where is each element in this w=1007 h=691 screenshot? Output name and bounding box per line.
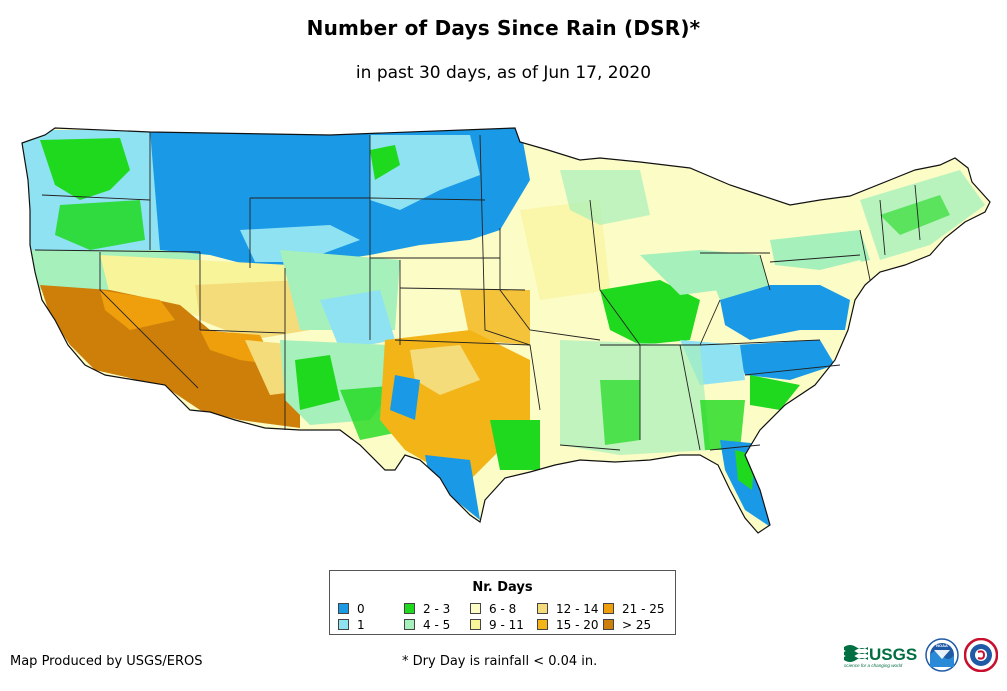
legend-item-5: 9 - 11	[470, 619, 524, 632]
us-outline	[21, 127, 991, 534]
legend-label: 6 - 8	[489, 602, 517, 616]
usgs-tagline: science for a changing world	[844, 663, 903, 668]
noaa-logo-text: NOAA	[936, 643, 948, 648]
legend-swatch	[603, 603, 614, 614]
legend-item-8: 21 - 25	[603, 603, 665, 616]
legend-swatch	[470, 603, 481, 614]
legend-label: 0	[357, 602, 365, 616]
legend-swatch	[338, 619, 349, 630]
legend-swatch	[537, 603, 548, 614]
usgs-logo-text: USGS	[869, 645, 917, 664]
legend-item-3: 4 - 5	[404, 619, 450, 632]
legend: Nr. Days 0 1 2 - 3 4 - 5 6 - 8 9 - 11 12…	[329, 570, 676, 635]
legend-item-6: 12 - 14	[537, 603, 599, 616]
legend-label: 1	[357, 618, 365, 632]
legend-item-9: > 25	[603, 619, 651, 632]
legend-title: Nr. Days	[472, 580, 533, 595]
legend-label: > 25	[622, 618, 652, 632]
legend-swatch	[470, 619, 481, 630]
legend-label: 15 - 20	[556, 618, 599, 632]
map-credit: Map Produced by USGS/EROS	[10, 654, 203, 669]
legend-label: 2 - 3	[423, 602, 451, 616]
usgs-logo: USGS science for a changing world	[844, 645, 917, 668]
map-subtitle: in past 30 days, as of Jun 17, 2020	[355, 63, 652, 83]
map-title: Number of Days Since Rain (DSR)*	[306, 16, 701, 40]
noaa-logo: NOAA	[925, 638, 959, 672]
legend-label: 12 - 14	[556, 602, 599, 616]
legend-swatch	[338, 603, 349, 614]
legend-item-4: 6 - 8	[470, 603, 516, 616]
legend-label: 4 - 5	[423, 618, 451, 632]
us-dsr-map	[21, 127, 991, 534]
legend-item-7: 15 - 20	[537, 619, 599, 632]
state-boundaries	[34, 132, 921, 451]
legend-swatch	[404, 603, 415, 614]
legend-item-1: 1	[338, 619, 365, 632]
legend-item-0: 0	[338, 603, 365, 616]
legend-item-2: 2 - 3	[404, 603, 450, 616]
legend-label: 9 - 11	[489, 618, 524, 632]
dry-day-footnote: * Dry Day is rainfall < 0.04 in.	[402, 654, 598, 669]
nws-logo	[964, 638, 998, 672]
legend-label: 21 - 25	[622, 602, 665, 616]
legend-swatch	[537, 619, 548, 630]
legend-swatch	[603, 619, 614, 630]
legend-swatch	[404, 619, 415, 630]
